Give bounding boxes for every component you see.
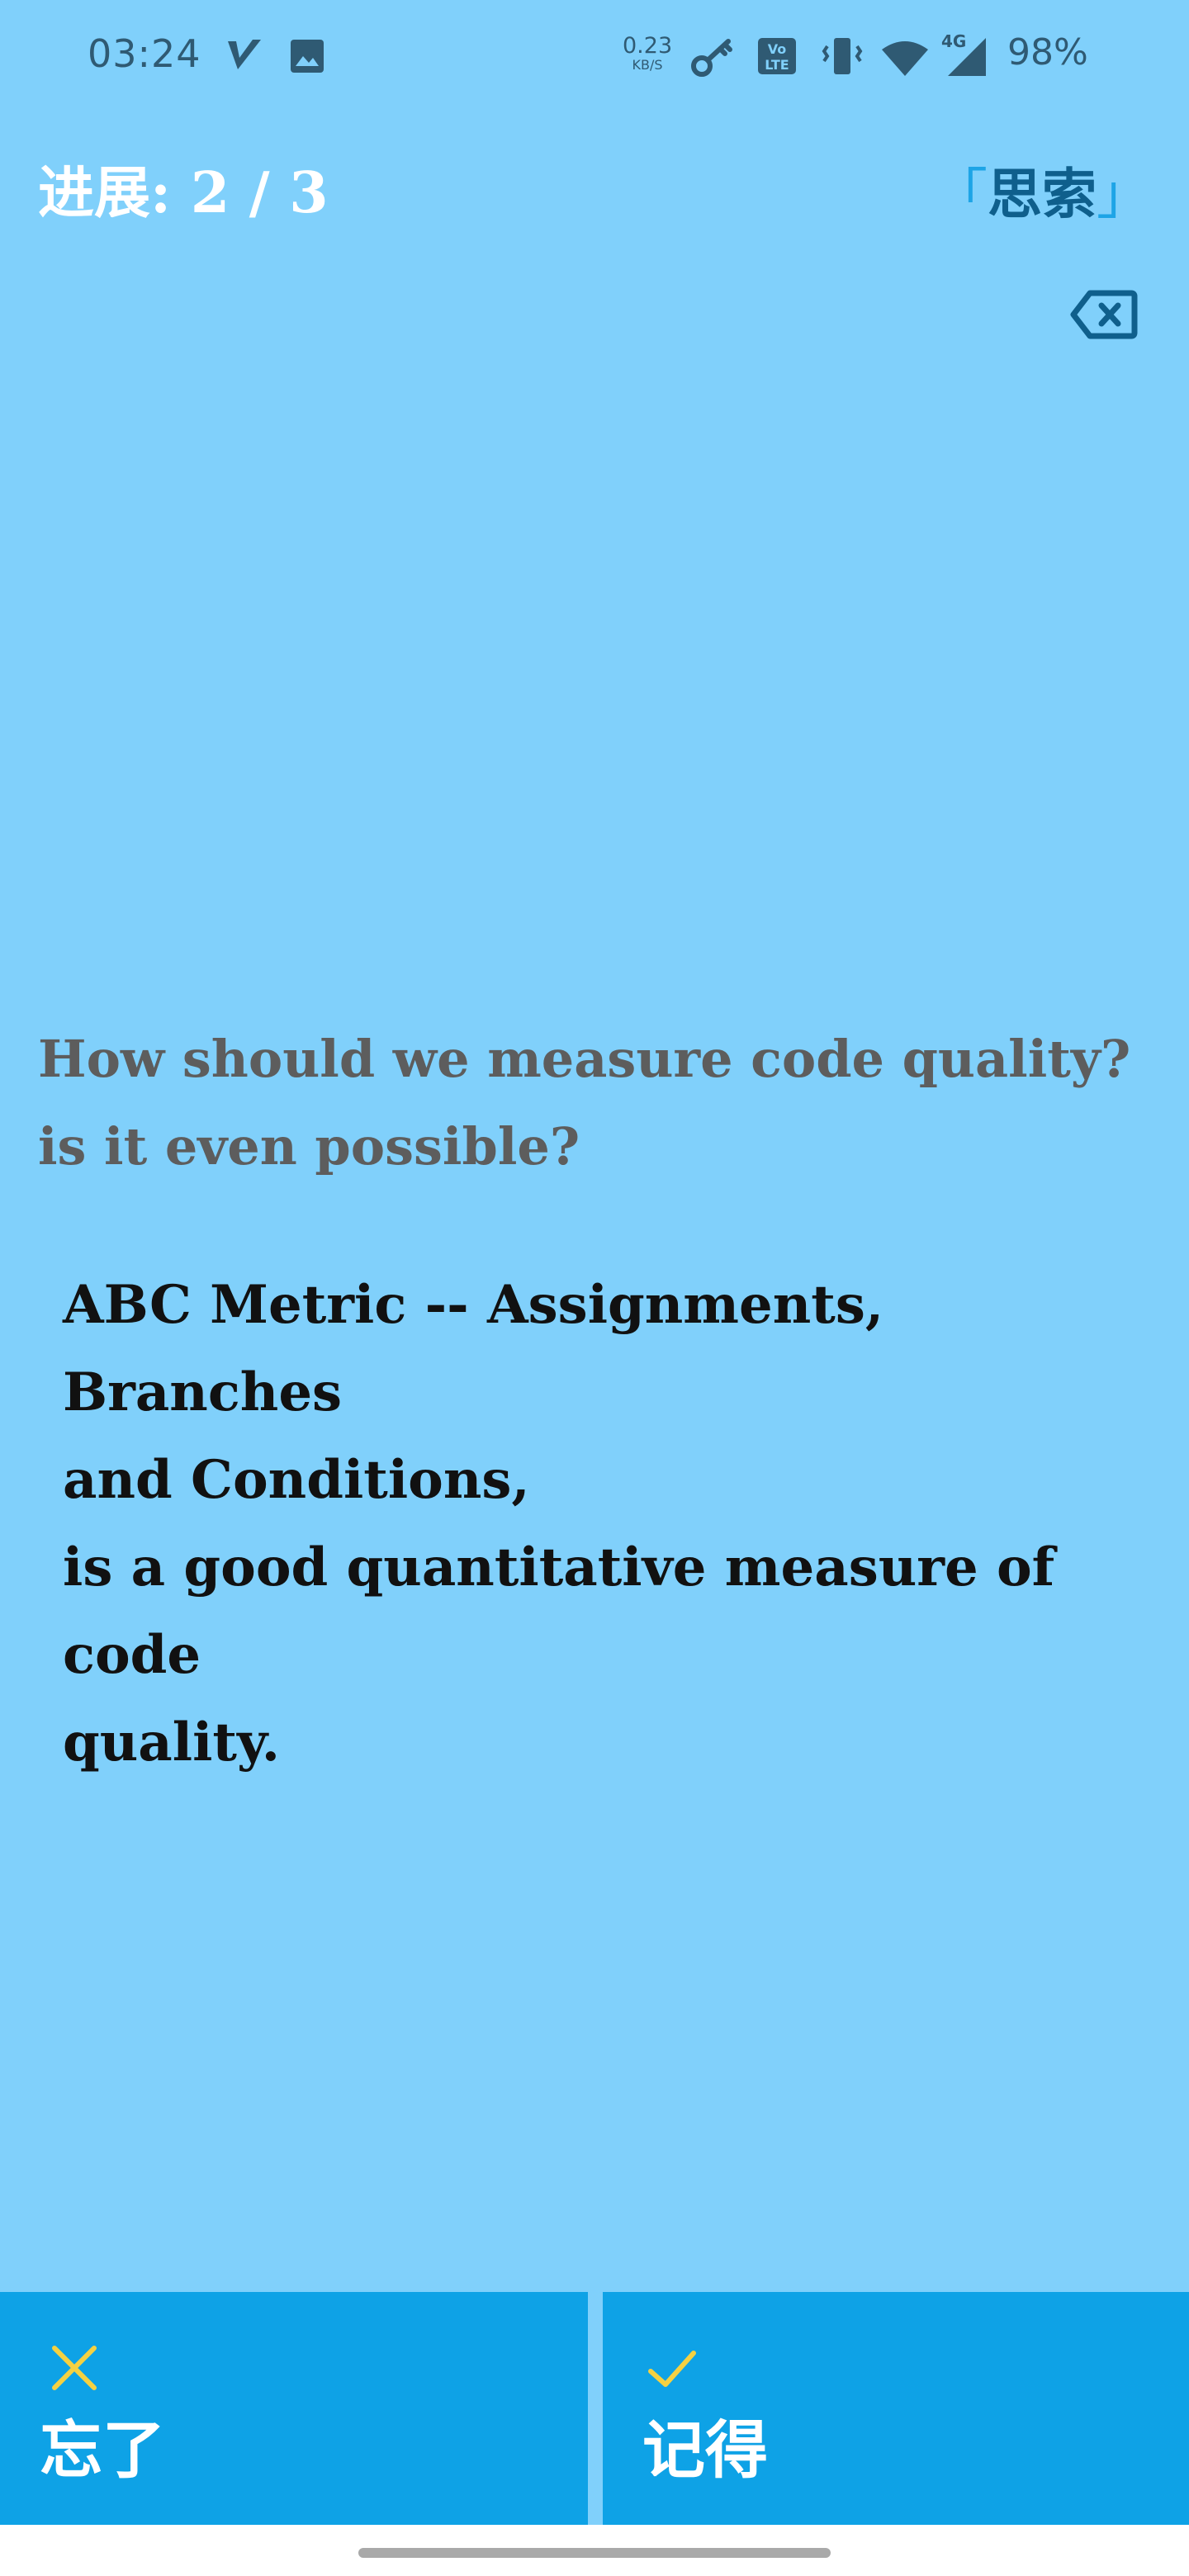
- answer-line: quality.: [63, 1712, 281, 1773]
- mode-label: 思索: [988, 163, 1097, 226]
- check-icon: [648, 2351, 696, 2387]
- network-speed-unit: KB/S: [632, 57, 663, 73]
- progress-label: 进展: [38, 160, 151, 226]
- vibrate-icon: [822, 38, 863, 74]
- status-bar: 03:24 0.23 KB/S Vo LTE 4G: [0, 0, 1189, 116]
- delete-card-button[interactable]: [1070, 289, 1138, 340]
- network-speed-value: 0.23: [623, 33, 673, 59]
- key-icon: [691, 39, 732, 77]
- forget-label: 忘了: [40, 2413, 165, 2487]
- question-line: is it even possible?: [38, 1116, 580, 1177]
- card-answer: ABC Metric -- Assignments, Branches and …: [63, 1262, 1169, 1787]
- card-question: How should we measure code quality? is i…: [38, 1016, 1161, 1191]
- mode-button[interactable]: 「思索」: [933, 150, 1151, 230]
- answer-line: is a good quantitative measure of code: [63, 1537, 1055, 1686]
- mode-bracket-open: 「: [933, 163, 988, 226]
- network-speed: 0.23 KB/S: [623, 35, 672, 72]
- cross-icon: [52, 2346, 97, 2390]
- remember-button[interactable]: 记得: [603, 2292, 1189, 2525]
- action-bar: 忘了 记得: [0, 2292, 1189, 2525]
- network-type: 4G: [941, 31, 967, 51]
- volte-icon: Vo LTE: [758, 38, 796, 74]
- remember-label: 记得: [642, 2413, 768, 2487]
- cell-signal-icon: [948, 38, 986, 76]
- answer-line: and Conditions,: [63, 1449, 530, 1511]
- progress-value: 2 / 3: [190, 160, 329, 226]
- forget-button[interactable]: 忘了: [0, 2292, 588, 2525]
- status-time: 03:24: [88, 31, 201, 76]
- home-indicator[interactable]: [358, 2548, 831, 2558]
- battery-level: 98%: [1007, 31, 1088, 73]
- progress-separator: :: [150, 160, 172, 226]
- question-line: How should we measure code quality?: [38, 1029, 1131, 1089]
- vpn-v-icon: [228, 40, 261, 69]
- gallery-icon: [291, 40, 324, 73]
- wifi-icon: [882, 41, 928, 76]
- progress-indicator: 进展: 2 / 3: [38, 147, 329, 229]
- answer-line: ABC Metric -- Assignments, Branches: [63, 1274, 884, 1423]
- mode-bracket-close: 」: [1097, 163, 1151, 226]
- svg-text:LTE: LTE: [765, 57, 789, 73]
- backspace-icon: [1070, 290, 1138, 339]
- svg-text:Vo: Vo: [768, 41, 787, 57]
